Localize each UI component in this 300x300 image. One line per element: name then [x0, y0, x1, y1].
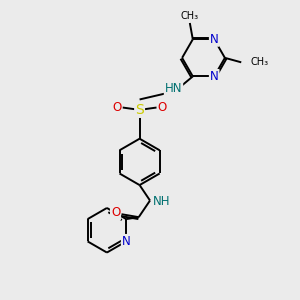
Text: O: O: [112, 101, 122, 114]
Text: CH₃: CH₃: [250, 57, 268, 67]
Text: S: S: [135, 103, 144, 117]
Text: O: O: [158, 101, 167, 114]
Text: N: N: [122, 235, 130, 248]
Text: CH₃: CH₃: [181, 11, 199, 21]
Text: HN: HN: [165, 82, 182, 95]
Text: N: N: [210, 70, 219, 83]
Text: N: N: [210, 33, 219, 46]
Text: NH: NH: [152, 195, 170, 208]
Text: O: O: [111, 206, 120, 219]
